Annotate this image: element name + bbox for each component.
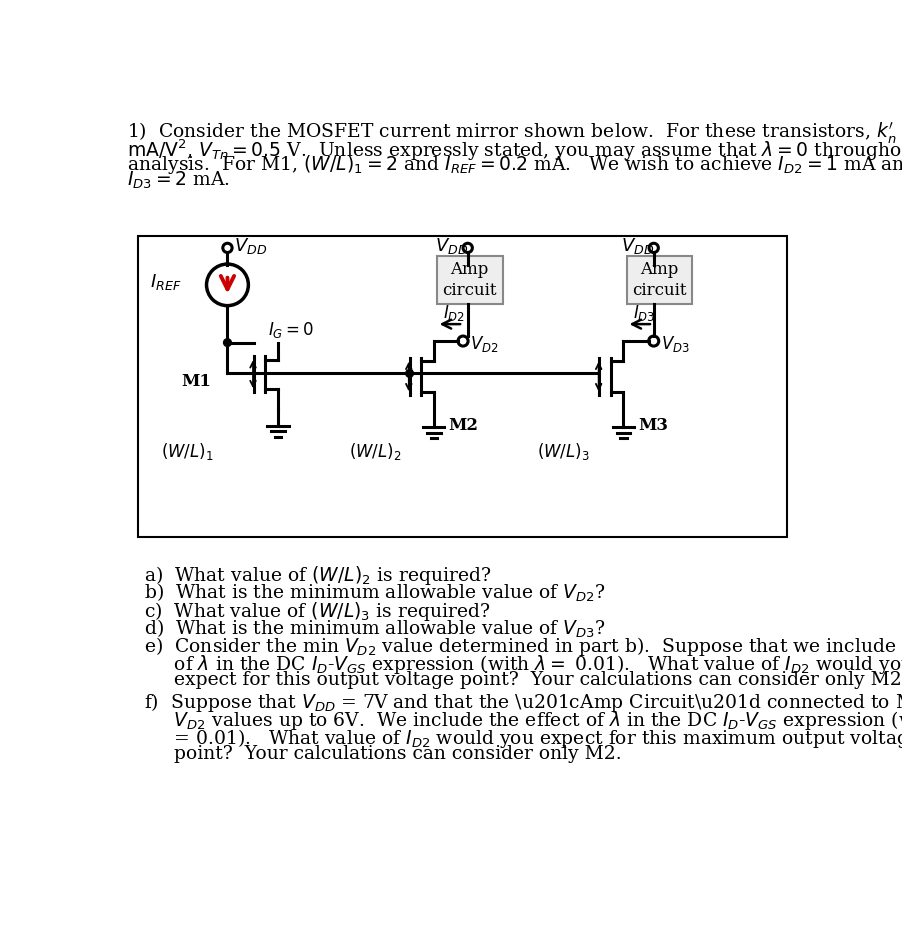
Text: $(W/L)_3$: $(W/L)_3$	[538, 442, 591, 462]
Bar	[627, 257, 693, 304]
Text: $V_{DD}$: $V_{DD}$	[235, 236, 268, 257]
Text: $V_{DD}$: $V_{DD}$	[435, 236, 468, 257]
Bar	[437, 257, 502, 304]
Text: $\mathrm{mA/V^2}$, $V_{Tn} = 0.5$ V.  Unless expressly stated, you may assume th: $\mathrm{mA/V^2}$, $V_{Tn} = 0.5$ V. Unl…	[126, 137, 902, 163]
Text: $V_{D2}$: $V_{D2}$	[470, 334, 499, 354]
Text: $I_{D3} = 2$ mA.: $I_{D3} = 2$ mA.	[126, 169, 230, 191]
Text: $I_G = 0$: $I_G = 0$	[268, 320, 314, 340]
Text: Amp
circuit: Amp circuit	[442, 261, 497, 299]
Text: b)  What is the minimum allowable value of $V_{D2}$?: b) What is the minimum allowable value o…	[143, 582, 605, 604]
Text: a)  What value of $(W/L)_2$ is required?: a) What value of $(W/L)_2$ is required?	[143, 565, 492, 588]
Text: $I_{D2}$: $I_{D2}$	[443, 303, 465, 324]
Text: of $\lambda$ in the DC $I_D$-$V_{GS}$ expression (with $\lambda =$ 0.01).   What: of $\lambda$ in the DC $I_D$-$V_{GS}$ ex…	[143, 653, 902, 676]
Circle shape	[406, 369, 413, 378]
Bar	[137, 236, 787, 537]
Text: $V_{D3}$: $V_{D3}$	[660, 334, 689, 354]
Text: Amp
circuit: Amp circuit	[632, 261, 686, 299]
Text: $I_{REF}$: $I_{REF}$	[150, 272, 181, 292]
Text: M1: M1	[181, 373, 211, 390]
Text: M3: M3	[639, 418, 668, 434]
Text: M2: M2	[448, 418, 478, 434]
Text: = 0.01).   What value of $I_{D2}$ would you expect for this maximum output volta: = 0.01). What value of $I_{D2}$ would yo…	[143, 727, 902, 750]
Circle shape	[224, 339, 231, 347]
Text: e)  Consider the min $V_{D2}$ value determined in part b).  Suppose that we incl: e) Consider the min $V_{D2}$ value deter…	[143, 635, 902, 658]
Text: point?  Your calculations can consider only M2.: point? Your calculations can consider on…	[143, 745, 621, 763]
Text: $V_{D2}$ values up to 6V.  We include the effect of $\lambda$ in the DC $I_D$-$V: $V_{D2}$ values up to 6V. We include the…	[143, 709, 902, 732]
Text: $V_{DD}$: $V_{DD}$	[621, 236, 654, 257]
Text: c)  What value of $(W/L)_3$ is required?: c) What value of $(W/L)_3$ is required?	[143, 600, 491, 623]
Text: f)  Suppose that $V_{DD}$ = 7V and that the \u201cAmp Circuit\u201d connected to: f) Suppose that $V_{DD}$ = 7V and that t…	[143, 691, 902, 714]
Text: $(W/L)_2$: $(W/L)_2$	[349, 442, 401, 462]
Text: 1)  Consider the MOSFET current mirror shown below.  For these transistors, $k_n: 1) Consider the MOSFET current mirror sh…	[126, 121, 902, 146]
Text: analysis.  For M1, $(W/L)_1 = 2$ and $I_{REF} = 0.2$ mA.   We wish to achieve $I: analysis. For M1, $(W/L)_1 = 2$ and $I_{…	[126, 153, 902, 176]
Text: $I_{D3}$: $I_{D3}$	[633, 303, 655, 324]
Text: expect for this output voltage point?  Your calculations can consider only M2.: expect for this output voltage point? Yo…	[143, 671, 902, 688]
Text: d)  What is the minimum allowable value of $V_{D3}$?: d) What is the minimum allowable value o…	[143, 618, 605, 640]
Text: $(W/L)_1$: $(W/L)_1$	[161, 442, 214, 462]
